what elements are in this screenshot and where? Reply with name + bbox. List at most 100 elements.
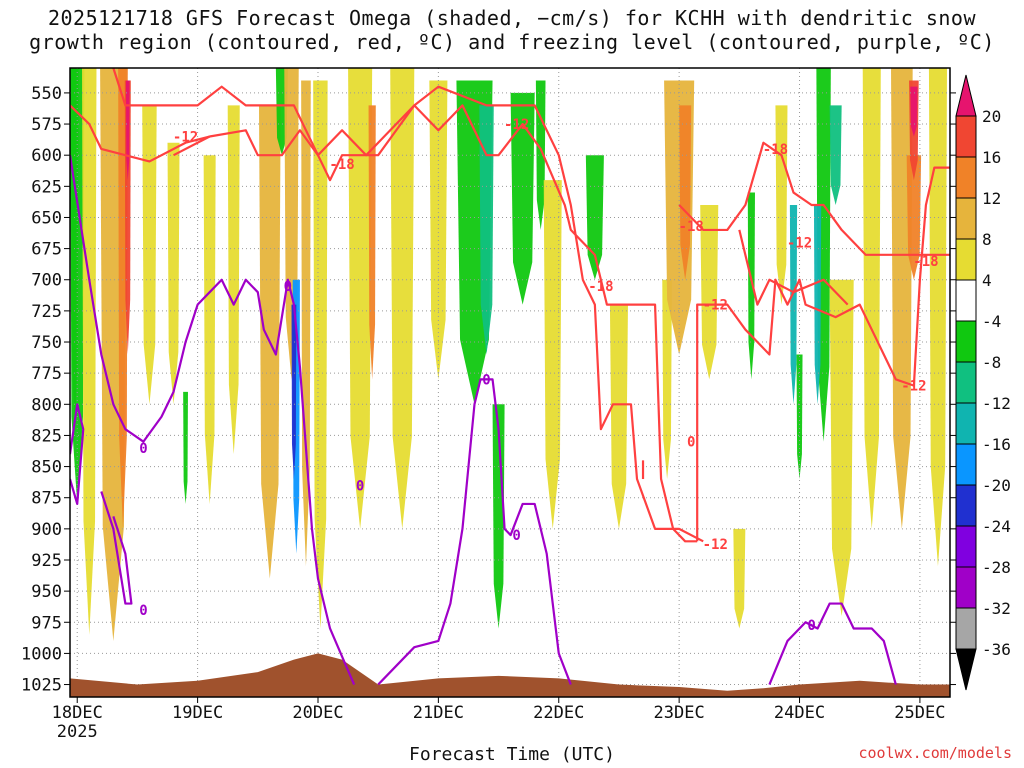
x-tick-label: 22DEC <box>533 703 584 723</box>
colorbar-swatch <box>955 279 977 322</box>
credit-link[interactable]: coolwx.com/models <box>858 744 1012 762</box>
x-axis-label: Forecast Time (UTC) <box>409 744 615 765</box>
contour-label: -18 <box>763 142 788 158</box>
colorbar-swatch <box>955 238 977 281</box>
colorbar-label: -36 <box>982 640 1011 659</box>
y-tick-label: 650 <box>31 208 62 228</box>
freezing-level-contour-group <box>70 155 897 686</box>
omega-region <box>301 80 311 567</box>
x-tick-label: 21DEC <box>413 703 464 723</box>
y-tick-label: 550 <box>31 84 62 104</box>
omega-region <box>82 68 97 635</box>
contour-label: 0 <box>139 441 147 457</box>
contour-label: -18 <box>329 157 354 173</box>
contour-labels: -12 -18 -12 -18 -18 -12 -12 -18 -12 -18 -12 0 0 0 0 0 0 0… <box>139 117 938 634</box>
colorbar-label: 16 <box>982 148 1001 167</box>
omega-region <box>167 142 180 405</box>
y-tick-label: 725 <box>31 302 62 322</box>
omega-region <box>142 105 157 405</box>
y-tick-label: 625 <box>31 177 62 197</box>
x-tick-label: 18DEC <box>52 703 103 723</box>
colorbar-label: -20 <box>982 476 1011 495</box>
colorbar-label: -12 <box>982 394 1011 413</box>
omega-region <box>535 80 546 230</box>
colorbar-bottom-arrow <box>955 648 977 691</box>
contour-label: -12 <box>173 130 198 146</box>
colorbar-top-arrow <box>955 74 977 117</box>
y-tick-label: 750 <box>31 333 62 353</box>
colorbar-label: -28 <box>982 558 1011 577</box>
contour-label: -12 <box>703 537 728 553</box>
dgz-contour-minus18 <box>738 229 849 306</box>
omega-region <box>348 68 373 529</box>
x-tick-label: 25DEC <box>894 703 945 723</box>
colorbar-swatch <box>955 361 977 404</box>
omega-region <box>227 105 240 455</box>
colorbar-label: -16 <box>982 435 1011 454</box>
omega-region <box>291 304 297 480</box>
omega-region <box>829 105 842 206</box>
contour-label: 0 <box>356 478 364 494</box>
freezing-level-contour <box>70 403 85 506</box>
dgz-contour-minus12 <box>912 166 950 386</box>
colorbar-label: -8 <box>982 353 1001 372</box>
omega-region <box>183 391 188 504</box>
colorbar-label: 12 <box>982 189 1001 208</box>
colorbar-label: -4 <box>982 312 1001 331</box>
y-tick-label: 675 <box>31 240 62 260</box>
contour-label: -12 <box>901 379 926 395</box>
plot-background <box>70 68 950 697</box>
freezing-level-contour <box>100 491 133 605</box>
colorbar-swatch <box>955 484 977 527</box>
chart-title-line-2: growth region (contoured, red, ºC) and f… <box>29 30 995 54</box>
colorbar-swatch <box>955 320 977 363</box>
y-tick-label: 600 <box>31 146 62 166</box>
chart-title-line-1: 2025121718 GFS Forecast Omega (shaded, −… <box>47 6 977 30</box>
colorbar-swatch <box>955 443 977 486</box>
colorbar-swatch <box>955 607 977 650</box>
freezing-level-contour <box>377 378 572 686</box>
dgz-contour-minus18 <box>678 141 950 256</box>
omega-region <box>609 304 628 529</box>
y-tick-label: 900 <box>31 520 62 540</box>
contour-label: 0 <box>482 372 490 388</box>
colorbar-label: 4 <box>982 271 992 290</box>
plot-frame <box>69 67 951 698</box>
freezing-level-contour <box>70 155 356 685</box>
y-tick-label: 950 <box>31 582 62 602</box>
colorbar-swatch <box>955 115 977 158</box>
y-tick-label: 875 <box>31 489 62 509</box>
colorbar-swatch <box>955 402 977 445</box>
contour-label: -18 <box>588 279 613 295</box>
contour-label: -12 <box>787 235 812 251</box>
y-tick-label: 1025 <box>21 676 62 696</box>
contour-label: -18 <box>913 254 938 270</box>
x-tick-label: 19DEC <box>172 703 223 723</box>
y-axis: 550 575 600 625 650 675 700 725 750 775 800 825 850 8… <box>21 84 956 696</box>
omega-region <box>679 105 692 280</box>
omega-region <box>862 68 881 529</box>
omega-region <box>390 68 415 529</box>
grid <box>70 68 950 697</box>
x-tick-label: 23DEC <box>654 703 705 723</box>
omega-region <box>124 80 131 355</box>
colorbar-label: -24 <box>982 517 1011 536</box>
x-tick-sublabel: 2025 <box>57 722 98 742</box>
omega-region <box>313 80 328 629</box>
contour-label: -12 <box>703 298 728 314</box>
dgz-contour-minus18 <box>112 68 704 543</box>
contour-label: -12 <box>504 117 529 133</box>
colorbar-label: -32 <box>982 599 1011 618</box>
omega-region <box>910 86 918 137</box>
colorbar-swatch <box>955 525 977 568</box>
dgz-contour-minus18-group <box>112 68 950 543</box>
dgz-contour-minus12 <box>173 135 211 157</box>
contour-label: 0 <box>687 435 695 451</box>
omega-region <box>789 205 798 405</box>
y-tick-label: 800 <box>31 395 62 415</box>
omega-region <box>203 155 216 504</box>
y-tick-label: 1000 <box>21 644 62 664</box>
omega-shading <box>70 68 947 641</box>
contour-label: 0 <box>284 279 292 295</box>
